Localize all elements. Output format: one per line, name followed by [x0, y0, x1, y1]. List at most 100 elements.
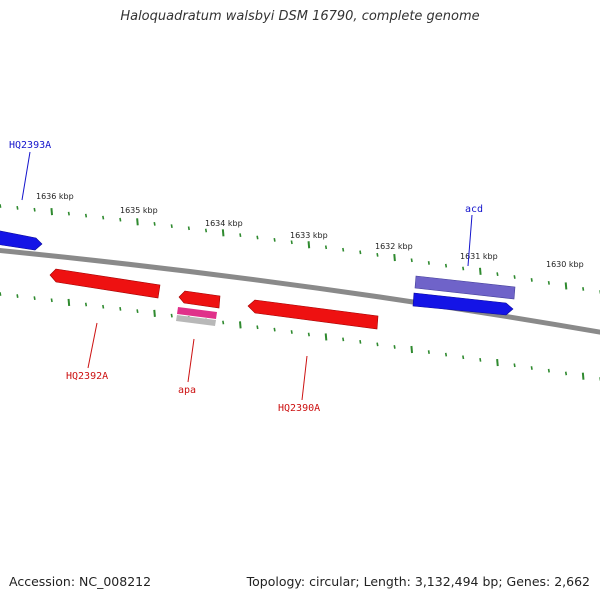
gene-hq2393a[interactable]	[0, 230, 43, 251]
minor-tick	[50, 298, 53, 303]
minor-tick	[102, 215, 105, 220]
minor-tick	[513, 363, 516, 368]
major-tick	[393, 253, 396, 262]
minor-tick	[496, 272, 499, 277]
minor-tick	[393, 345, 396, 349]
leader-acd	[467, 214, 473, 267]
minor-tick	[462, 355, 465, 360]
minor-tick	[67, 211, 70, 216]
major-tick	[307, 241, 311, 249]
minor-tick	[170, 313, 173, 318]
minor-tick	[513, 275, 516, 279]
minor-tick	[256, 235, 259, 240]
minor-tick	[342, 247, 345, 252]
minor-tick	[33, 207, 36, 212]
label-apa: apa	[178, 385, 196, 396]
minor-tick	[187, 226, 190, 231]
leader-hq2393a	[21, 151, 31, 201]
tick-label-1633: 1633 kbp	[290, 231, 328, 240]
leader-apa	[187, 338, 195, 383]
major-tick	[239, 321, 242, 329]
gene-apa[interactable]	[178, 290, 221, 309]
minor-tick	[324, 245, 328, 250]
label-hq2392a: HQ2392A	[66, 371, 108, 382]
minor-tick	[33, 296, 36, 301]
tick-label-1632: 1632 kbp	[375, 242, 413, 251]
tick-row-outer	[0, 204, 600, 294]
minor-tick	[427, 261, 430, 265]
gene-acd[interactable]	[414, 275, 516, 300]
tick-label-1630: 1630 kbp	[546, 260, 584, 269]
minor-tick	[119, 307, 122, 311]
minor-tick	[0, 204, 2, 208]
genome-backbone	[0, 247, 600, 335]
minor-tick	[102, 304, 105, 309]
label-acd: acd	[465, 204, 483, 215]
minor-tick	[462, 266, 465, 271]
minor-tick	[136, 309, 139, 314]
major-tick	[50, 208, 54, 216]
gene-hq2392a[interactable]	[49, 268, 161, 299]
major-tick	[496, 358, 499, 367]
tick-label-1631: 1631 kbp	[460, 252, 498, 261]
rna-pink-block[interactable]	[177, 307, 217, 319]
minor-tick	[119, 217, 122, 222]
minor-tick	[479, 358, 482, 362]
minor-tick	[376, 342, 379, 347]
tick-label-1635: 1635 kbp	[120, 206, 158, 215]
minor-tick	[16, 294, 19, 298]
accession-text: Accession: NC_008212	[9, 574, 152, 589]
minor-tick	[273, 327, 276, 332]
minor-tick	[273, 237, 276, 242]
major-tick	[221, 229, 225, 237]
major-tick	[324, 333, 328, 341]
minor-tick	[170, 224, 173, 228]
minor-tick	[547, 281, 550, 285]
minor-tick	[359, 250, 362, 255]
gene-hq2390a[interactable]	[247, 299, 379, 330]
minor-tick	[256, 325, 259, 330]
minor-tick	[427, 350, 430, 354]
minor-tick	[530, 278, 533, 282]
leader-hq2392a	[87, 322, 98, 369]
leader-hq2390a	[301, 355, 308, 401]
label-hq2390a: HQ2390A	[278, 403, 320, 414]
minor-tick	[222, 320, 225, 325]
minor-tick	[410, 258, 413, 263]
minor-tick	[290, 330, 293, 334]
major-tick	[67, 298, 71, 306]
genome-summary-text: Topology: circular; Length: 3,132,494 bp…	[246, 574, 590, 589]
minor-tick	[582, 287, 585, 291]
tick-row-inner	[0, 292, 600, 381]
minor-tick	[0, 292, 2, 296]
minor-tick	[444, 352, 448, 357]
rna-grey-block[interactable]	[176, 315, 216, 326]
major-tick	[479, 267, 482, 275]
minor-tick	[239, 233, 242, 238]
minor-tick	[84, 302, 88, 307]
tick-label-1634: 1634 kbp	[205, 219, 243, 228]
minor-tick	[444, 263, 448, 268]
minor-tick	[290, 240, 293, 245]
major-tick	[410, 345, 414, 354]
minor-tick	[16, 205, 19, 210]
minor-tick	[564, 371, 568, 376]
major-tick	[581, 372, 585, 380]
minor-tick	[204, 228, 208, 233]
major-tick	[564, 282, 568, 290]
minor-tick	[342, 337, 345, 342]
minor-tick	[530, 366, 533, 370]
map-title: Haloquadratum walsbyi DSM 16790, complet…	[120, 9, 480, 24]
minor-tick	[376, 253, 379, 257]
major-tick	[136, 218, 139, 226]
minor-tick	[153, 222, 156, 226]
label-hq2393a: HQ2393A	[9, 140, 51, 151]
tick-label-1636: 1636 kbp	[36, 192, 74, 201]
minor-tick	[547, 368, 550, 373]
major-tick	[153, 309, 156, 317]
gene-hq2393a-like-lower[interactable]	[412, 292, 514, 316]
minor-tick	[84, 213, 88, 218]
minor-tick	[307, 332, 310, 337]
minor-tick	[359, 339, 362, 344]
